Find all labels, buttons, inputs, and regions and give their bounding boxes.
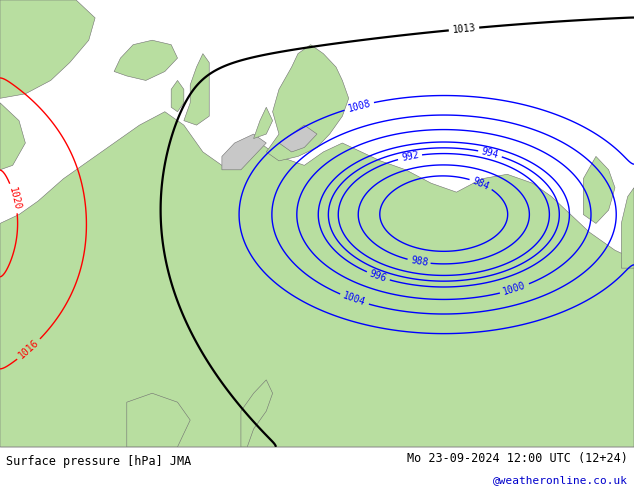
Polygon shape bbox=[184, 53, 209, 125]
Text: 994: 994 bbox=[481, 147, 500, 160]
Polygon shape bbox=[241, 380, 273, 447]
Polygon shape bbox=[254, 107, 273, 139]
Polygon shape bbox=[583, 156, 615, 223]
Text: 984: 984 bbox=[471, 175, 491, 192]
Polygon shape bbox=[0, 112, 634, 447]
Text: 1016: 1016 bbox=[17, 338, 41, 361]
Text: 988: 988 bbox=[410, 255, 429, 268]
Text: @weatheronline.co.uk: @weatheronline.co.uk bbox=[493, 475, 628, 486]
Text: 1004: 1004 bbox=[342, 291, 367, 308]
Text: Surface pressure [hPa] JMA: Surface pressure [hPa] JMA bbox=[6, 456, 191, 468]
Polygon shape bbox=[127, 393, 190, 447]
Polygon shape bbox=[114, 40, 178, 80]
Text: 1020: 1020 bbox=[7, 186, 22, 211]
Text: 1013: 1013 bbox=[452, 23, 476, 35]
Text: Mo 23-09-2024 12:00 UTC (12+24): Mo 23-09-2024 12:00 UTC (12+24) bbox=[407, 452, 628, 466]
Polygon shape bbox=[266, 45, 349, 161]
Polygon shape bbox=[279, 125, 317, 152]
Polygon shape bbox=[0, 103, 25, 170]
Polygon shape bbox=[621, 188, 634, 268]
Polygon shape bbox=[0, 0, 95, 98]
Text: 1008: 1008 bbox=[346, 98, 372, 114]
Polygon shape bbox=[171, 80, 184, 112]
Text: 1000: 1000 bbox=[502, 281, 527, 297]
Text: 996: 996 bbox=[368, 269, 388, 284]
Polygon shape bbox=[222, 134, 266, 170]
Text: 992: 992 bbox=[400, 150, 420, 163]
